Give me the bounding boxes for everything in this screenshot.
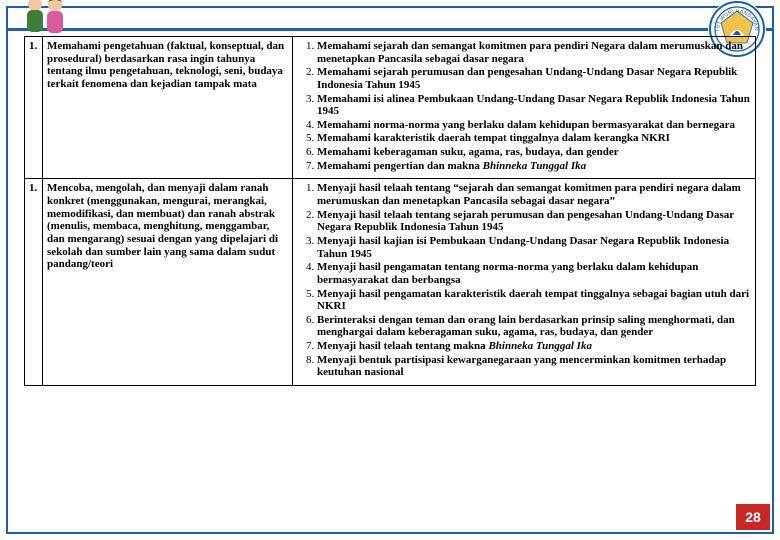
right-item-text: Menyaji bentuk partisipasi kewarganegara… xyxy=(317,354,726,379)
table-row: 1. Mencoba, mengolah, dan menyaji dalam r… xyxy=(25,179,756,386)
right-list-item: Menyaji hasil pengamatan tentang norma-n… xyxy=(317,261,751,286)
page-number: 28 xyxy=(745,509,761,525)
row-number: 1. xyxy=(25,179,43,386)
header-rule xyxy=(8,28,772,31)
right-item-text: Memahami isi alinea Pembukaan Undang-Und… xyxy=(317,93,750,118)
right-item-text: Memahami pengertian dan makna Bhinneka T… xyxy=(317,160,586,172)
right-item-text: Menyaji hasil telaah tentang makna Bhinn… xyxy=(317,340,592,352)
people-illustration xyxy=(18,0,72,36)
right-item-text: Memahami norma-norma yang berlaku dalam … xyxy=(317,119,735,131)
right-list-item: Menyaji hasil telaah tentang makna Bhinn… xyxy=(317,340,751,353)
right-item-text: Menyaji hasil telaah tentang “sejarah da… xyxy=(317,182,741,207)
right-item-text: Berinteraksi dengan teman dan orang lain… xyxy=(317,314,735,339)
right-item-text: Memahami sejarah dan semangat komitmen p… xyxy=(317,40,743,65)
right-item-text: Memahami karakteristik daerah tempat tin… xyxy=(317,132,670,144)
right-list-item: Memahami norma-norma yang berlaku dalam … xyxy=(317,119,751,132)
competency-table: 1. Memahami pengetahuan (faktual, konsept… xyxy=(24,36,756,386)
right-list-item: Berinteraksi dengan teman dan orang lain… xyxy=(317,314,751,339)
right-list-item: Memahami sejarah perumusan dan pengesaha… xyxy=(317,66,751,91)
right-list-item: Memahami isi alinea Pembukaan Undang-Und… xyxy=(317,93,751,118)
row-number-text: 1. xyxy=(29,40,37,52)
left-cell: Mencoba, mengolah, dan menyaji dalam ran… xyxy=(43,179,293,386)
row-number: 1. xyxy=(25,37,43,179)
right-item-text: Memahami keberagaman suku, agama, ras, b… xyxy=(317,146,619,158)
table-body: 1. Memahami pengetahuan (faktual, konsept… xyxy=(25,37,756,386)
boy-head xyxy=(28,0,42,11)
table-row: 1. Memahami pengetahuan (faktual, konsept… xyxy=(25,37,756,179)
right-list: Menyaji hasil telaah tentang “sejarah da… xyxy=(297,182,751,379)
right-item-text: Menyaji hasil pengamatan karakteristik d… xyxy=(317,288,749,313)
page-number-badge: 28 xyxy=(736,504,770,530)
right-cell: Memahami sejarah dan semangat komitmen p… xyxy=(293,37,756,179)
left-cell: Memahami pengetahuan (faktual, konseptua… xyxy=(43,37,293,179)
right-list-item: Memahami karakteristik daerah tempat tin… xyxy=(317,132,751,145)
left-text: Mencoba, mengolah, dan menyaji dalam ran… xyxy=(47,182,278,270)
right-list-item: Memahami keberagaman suku, agama, ras, b… xyxy=(317,146,751,159)
left-text: Memahami pengetahuan (faktual, konseptua… xyxy=(47,40,284,90)
right-list: Memahami sejarah dan semangat komitmen p… xyxy=(297,40,751,172)
right-cell: Menyaji hasil telaah tentang “sejarah da… xyxy=(293,179,756,386)
right-list-item: Menyaji hasil pengamatan karakteristik d… xyxy=(317,288,751,313)
right-item-text: Memahami sejarah perumusan dan pengesaha… xyxy=(317,66,737,91)
right-list-item: Menyaji hasil kajian isi Pembukaan Undan… xyxy=(317,235,751,260)
right-list-item: Memahami pengertian dan makna Bhinneka T… xyxy=(317,160,751,173)
right-list-item: Menyaji bentuk partisipasi kewarganegara… xyxy=(317,354,751,379)
right-list-item: Menyaji hasil telaah tentang sejarah per… xyxy=(317,209,751,234)
right-item-text: Menyaji hasil telaah tentang sejarah per… xyxy=(317,209,734,234)
row-number-text: 1. xyxy=(29,182,37,194)
right-list-item: Menyaji hasil telaah tentang “sejarah da… xyxy=(317,182,751,207)
right-item-text: Menyaji hasil pengamatan tentang norma-n… xyxy=(317,261,698,286)
right-list-item: Memahami sejarah dan semangat komitmen p… xyxy=(317,40,751,65)
right-item-text: Menyaji hasil kajian isi Pembukaan Undan… xyxy=(317,235,729,260)
